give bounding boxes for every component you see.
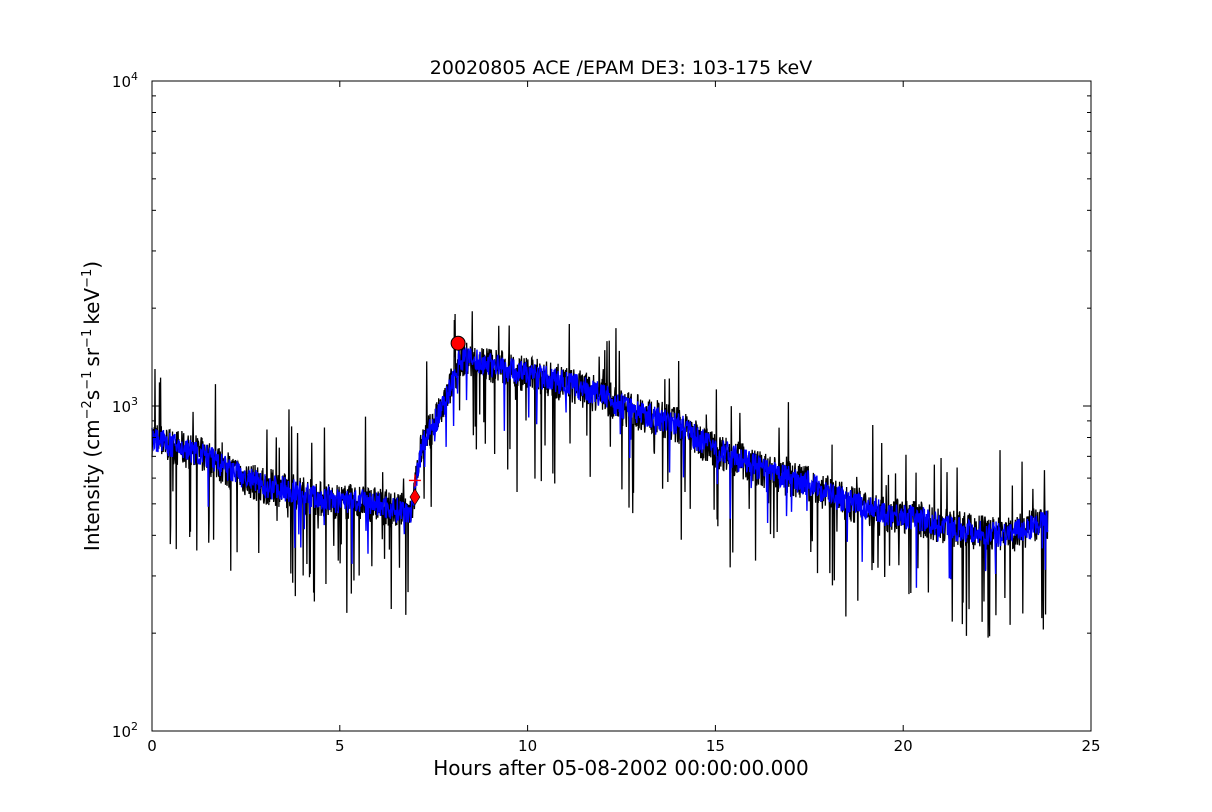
x-tick-label: 5	[335, 737, 345, 755]
y-axis-label-exp-cm: −2	[80, 400, 95, 419]
y-axis-label-kev: keV	[80, 288, 104, 325]
x-tick-label: 25	[1081, 737, 1100, 755]
y-axis-label-sr: sr	[80, 347, 104, 366]
marker-diamond	[409, 488, 421, 506]
marker-plus	[408, 474, 421, 487]
y-tick-label: 103	[112, 395, 138, 416]
y-tick-label-exp: 4	[131, 70, 138, 83]
y-axis-label-prefix: Intensity (cm	[80, 419, 104, 551]
y-axis-label-exp-sr: −1	[80, 329, 95, 348]
plot-area	[151, 80, 1092, 732]
y-tick-label-base: 10	[112, 398, 131, 416]
chart-title: 20020805 ACE /EPAM DE3: 103-175 keV	[430, 57, 812, 79]
y-axis-label-suffix: )	[80, 261, 104, 269]
y-axis-label: Intensity (cm−2s−1sr−1keV−1)	[80, 261, 104, 551]
x-tick-label: 15	[706, 737, 725, 755]
y-tick-label-exp: 3	[131, 395, 138, 408]
series-line-1	[151, 347, 1049, 588]
x-tick-label: 0	[147, 737, 157, 755]
y-tick-label: 102	[112, 720, 138, 741]
marker-layer	[408, 335, 466, 506]
marker-circle	[450, 335, 466, 351]
y-tick-label: 104	[112, 70, 138, 91]
y-axis-label-s: s	[80, 390, 104, 400]
y-tick-label-exp: 2	[131, 720, 138, 733]
x-axis-label: Hours after 05-08-2002 00:00:00.000	[433, 756, 809, 780]
series-layer	[151, 311, 1049, 638]
y-tick-label-base: 10	[112, 723, 131, 741]
x-axis: 0 5 10 15 20 25	[147, 81, 1101, 755]
x-tick-label: 10	[518, 737, 537, 755]
y-axis-label-exp-kev: −1	[80, 269, 95, 288]
x-tick-label: 20	[894, 737, 913, 755]
y-axis-label-exp-s: −1	[80, 371, 95, 390]
y-tick-label-base: 10	[112, 73, 131, 91]
